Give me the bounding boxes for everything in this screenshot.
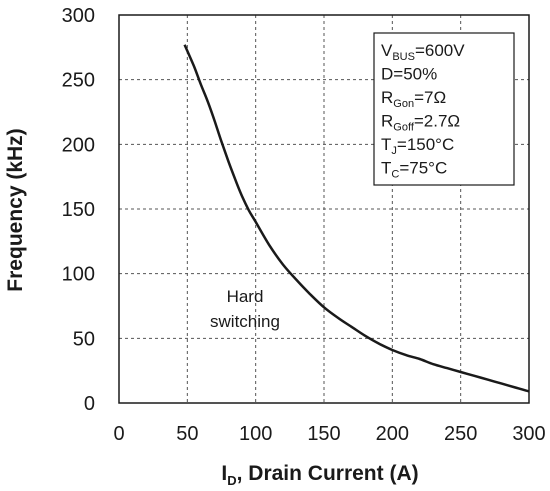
x-tick-label: 200 — [376, 423, 409, 445]
annotation-switching: switching — [210, 312, 280, 331]
x-tick-label: 250 — [444, 423, 477, 445]
x-axis-label: ID, Drain Current (A) — [221, 462, 418, 488]
legend-entry: RGon=7Ω — [381, 88, 446, 110]
y-tick-label: 0 — [84, 393, 95, 415]
legend-entry: D=50% — [381, 65, 437, 84]
x-tick-label: 300 — [512, 423, 545, 445]
grid-lines — [119, 15, 529, 403]
x-tick-label: 150 — [307, 423, 340, 445]
y-tick-labels: 0 50 100 150 200 250 300 — [62, 5, 95, 415]
annotation-hard: Hard — [227, 287, 264, 306]
y-tick-label: 50 — [73, 328, 95, 350]
plot-area-frame — [118, 14, 530, 404]
y-tick-label: 150 — [62, 199, 95, 221]
y-axis-label: Frequency (kHz) — [4, 128, 27, 291]
x-tick-label: 100 — [239, 423, 272, 445]
legend-entry: VBUS=600V — [381, 41, 465, 63]
x-tick-labels: 0 50 100 150 200 250 300 — [113, 423, 545, 445]
legend: VBUS=600V D=50% RGon=7ΩRGoff=2.7ΩTJ=150°CT… — [381, 41, 465, 181]
legend-box — [373, 32, 515, 186]
legend-entry: TJ=150°C — [381, 135, 454, 157]
series-line — [183, 44, 530, 393]
y-tick-label: 200 — [62, 134, 95, 156]
y-tick-label: 250 — [62, 70, 95, 92]
y-tick-label: 300 — [62, 5, 95, 27]
legend-entry: TC=75°C — [381, 159, 447, 181]
y-tick-label: 100 — [62, 264, 95, 286]
x-tick-label: 50 — [176, 423, 198, 445]
x-tick-label: 0 — [113, 423, 124, 445]
legend-entry: RGoff=2.7Ω — [381, 112, 460, 134]
